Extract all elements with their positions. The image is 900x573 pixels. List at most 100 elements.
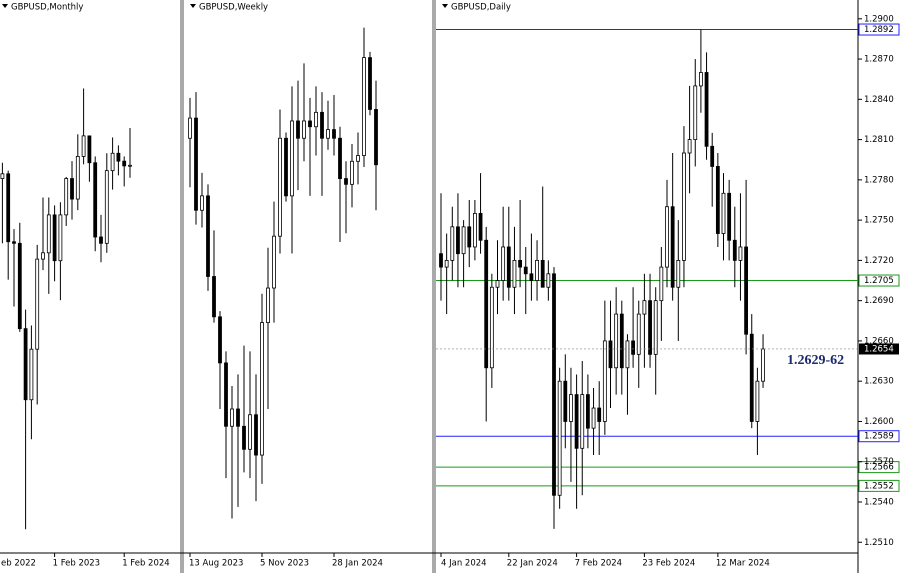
candle-body (374, 109, 378, 166)
candle-body (676, 259, 681, 288)
x-tick-label: 22 Jan 2024 (507, 559, 558, 569)
x-tick-label: 28 Jan 2024 (332, 559, 383, 569)
candle-body (99, 236, 103, 244)
candle-body (356, 155, 360, 162)
candle-body (248, 414, 252, 450)
candle-body (636, 313, 641, 355)
y-tick-label: 1.2750 (864, 216, 894, 226)
candle-body (535, 259, 539, 281)
candle-body (687, 139, 692, 154)
candle-body (110, 152, 115, 172)
candle-body (52, 214, 57, 262)
candle-body (755, 380, 760, 422)
x-tick-label: 7 Feb 2024 (575, 559, 623, 569)
x-tick-label: 1 Feb 2023 (53, 559, 101, 569)
candle-body (75, 156, 80, 200)
candle-body (523, 266, 528, 275)
y-tick-label: 1.2630 (864, 377, 894, 387)
candle-body (665, 206, 669, 268)
price-tag (858, 23, 900, 36)
candle-body (659, 266, 664, 302)
x-tick-label: 13 Aug 2023 (189, 559, 243, 569)
price-tag (858, 430, 900, 443)
candle-body (693, 85, 698, 140)
candle-body (128, 164, 132, 167)
candle-body (242, 425, 246, 450)
candle-body (266, 287, 270, 323)
y-tick-label: 1.2570 (864, 457, 894, 467)
candle-body (563, 380, 568, 422)
candle-body (631, 340, 635, 355)
candle-body (484, 239, 489, 369)
candle-body (569, 394, 573, 422)
candle-body (70, 178, 74, 200)
price-tag (858, 479, 900, 492)
candle-body (744, 246, 748, 335)
candle-body (518, 259, 522, 268)
candle-body (614, 313, 619, 369)
candle-body (648, 300, 652, 355)
candle-body (29, 348, 34, 401)
candle-body (506, 246, 511, 288)
candle-body (749, 333, 754, 422)
x-tick-label: 5 Nov 2023 (260, 559, 309, 569)
price-tag (858, 461, 900, 474)
y-tick-label: 1.2540 (864, 497, 894, 507)
candle-body (87, 135, 92, 164)
candle-body (0, 173, 5, 179)
y-tick-label: 1.2720 (864, 256, 894, 266)
candle-body (546, 273, 551, 288)
candle-body (6, 173, 11, 243)
x-tick-label: 23 Feb 2024 (642, 559, 695, 569)
candle-body (704, 72, 709, 147)
chart-title: GBPUSD,Weekly (199, 3, 268, 13)
candle-body (46, 214, 51, 254)
price-tag-label: 1.2892 (864, 25, 894, 35)
y-tick-label: 1.2600 (864, 417, 894, 427)
candle-body (653, 300, 658, 355)
candle-body (670, 206, 675, 288)
candle-body (699, 72, 703, 87)
candle-body (580, 394, 585, 449)
candle-body (362, 57, 366, 156)
y-tick-label: 1.2660 (864, 336, 894, 346)
candle-body (732, 239, 737, 261)
price-tag-label: 1.2566 (864, 463, 894, 473)
candle-body (104, 170, 109, 244)
candle-body (625, 340, 630, 369)
candle-body (761, 348, 765, 382)
candle-body (64, 178, 69, 216)
candle-body (619, 313, 624, 369)
candle-body (116, 152, 121, 162)
candle-body (236, 408, 240, 427)
price-tag-label: 1.2552 (864, 481, 894, 491)
title-arrow (2, 4, 8, 8)
candle-body (200, 195, 204, 211)
title-arrow (442, 4, 448, 8)
candle-body (529, 273, 534, 281)
candle-body (450, 226, 455, 261)
annotation: 1.2629-62 (787, 353, 844, 368)
candle-body (332, 129, 336, 139)
candle-body (284, 137, 288, 197)
candle-body (501, 246, 506, 281)
candle-body (230, 408, 234, 427)
price-tag (858, 274, 900, 287)
x-tick-label: eb 2022 (1, 559, 36, 569)
y-tick-label: 1.2900 (864, 14, 894, 24)
price-tag-label: 1.2705 (864, 276, 894, 286)
x-tick-label: 4 Jan 2024 (441, 559, 487, 569)
price-tag-label: 1.2589 (864, 432, 894, 442)
candle-body (738, 246, 743, 261)
candle-body (350, 160, 354, 185)
candle-body (478, 213, 483, 241)
candle-body (557, 380, 562, 496)
candle-body (122, 160, 127, 167)
candle-body (439, 253, 443, 268)
candle-body (296, 120, 300, 139)
candle-body (12, 241, 16, 244)
candle-body (456, 226, 460, 255)
y-tick-label: 1.2780 (864, 175, 894, 185)
candle-body (278, 137, 282, 237)
